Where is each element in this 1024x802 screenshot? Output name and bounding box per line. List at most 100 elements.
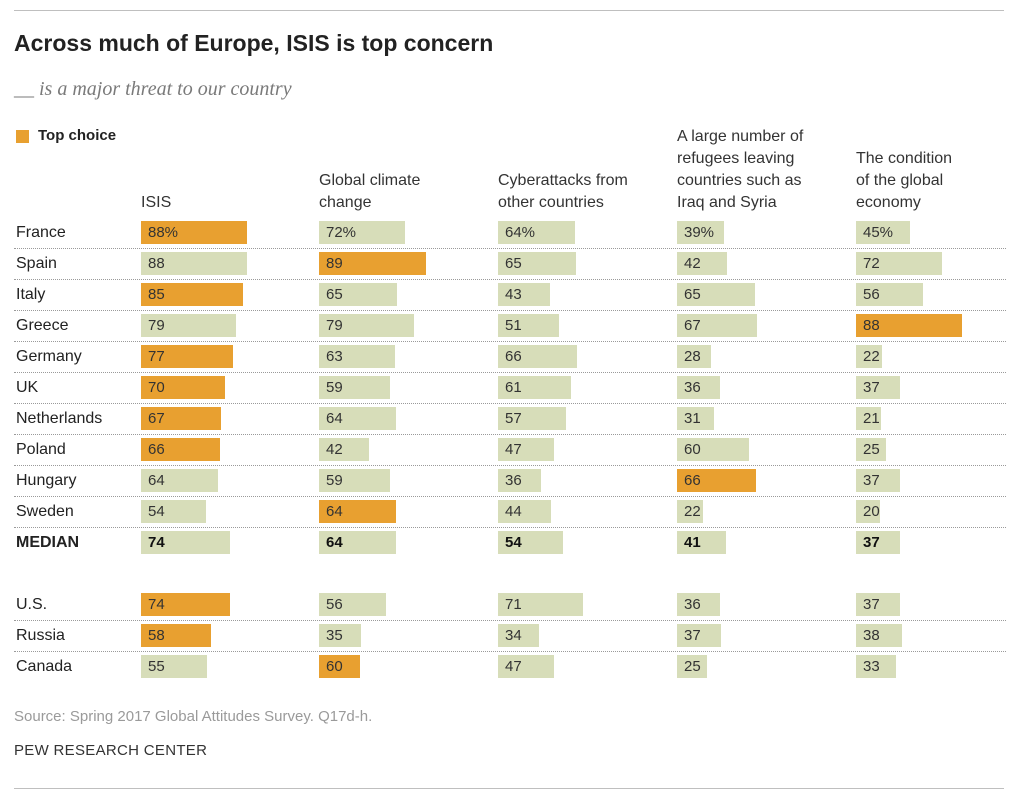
bar bbox=[498, 438, 554, 461]
column-header-line: economy bbox=[856, 194, 921, 211]
organization-name: PEW RESEARCH CENTER bbox=[14, 742, 208, 759]
bar-value-label: 88% bbox=[148, 224, 179, 241]
bar-value-label: 85 bbox=[148, 286, 165, 303]
bar bbox=[677, 252, 727, 275]
row-separator bbox=[14, 465, 1006, 466]
bar-value-label: 36 bbox=[684, 379, 701, 396]
bar-value-label: 89 bbox=[326, 255, 343, 272]
bar-value-label: 21 bbox=[863, 410, 880, 427]
bar bbox=[319, 500, 396, 523]
row-separator bbox=[14, 341, 1006, 342]
bar bbox=[319, 593, 386, 616]
bar bbox=[498, 376, 571, 399]
bar-value-label: 70 bbox=[148, 379, 165, 396]
bar-value-label: 59 bbox=[326, 472, 343, 489]
bar bbox=[498, 221, 575, 244]
column-header: ISIS bbox=[141, 192, 171, 214]
bar bbox=[319, 314, 414, 337]
bar bbox=[141, 407, 221, 430]
bar bbox=[498, 252, 576, 275]
bar bbox=[141, 283, 243, 306]
bar bbox=[856, 345, 882, 368]
row-label: U.S. bbox=[16, 596, 48, 613]
bar-value-label: 64 bbox=[326, 503, 343, 520]
row-separator bbox=[14, 434, 1006, 435]
bar bbox=[141, 469, 218, 492]
row-separator bbox=[14, 248, 1006, 249]
column-header: Global climate change bbox=[319, 170, 420, 214]
bar bbox=[856, 438, 886, 461]
bar bbox=[677, 531, 726, 554]
bar bbox=[498, 345, 577, 368]
row-label: Germany bbox=[16, 348, 82, 365]
bar-value-label: 44 bbox=[505, 503, 522, 520]
bar bbox=[677, 593, 720, 616]
bar bbox=[498, 314, 559, 337]
top-rule bbox=[14, 10, 1004, 11]
bar bbox=[141, 314, 236, 337]
row-separator bbox=[14, 310, 1006, 311]
column-header-line: other countries bbox=[498, 194, 604, 211]
row-separator bbox=[14, 279, 1006, 280]
bar bbox=[141, 531, 230, 554]
bottom-rule bbox=[14, 788, 1004, 789]
bar-value-label: 38 bbox=[863, 627, 880, 644]
bar-value-label: 37 bbox=[863, 472, 880, 489]
bar-value-label: 57 bbox=[505, 410, 522, 427]
bar bbox=[498, 624, 539, 647]
bar bbox=[141, 252, 247, 275]
bar-value-label: 79 bbox=[326, 317, 343, 334]
row-label: MEDIAN bbox=[16, 534, 80, 551]
bar bbox=[677, 376, 720, 399]
source-note: Source: Spring 2017 Global Attitudes Sur… bbox=[14, 708, 373, 725]
legend-label: Top choice bbox=[38, 127, 117, 144]
column-header-line: countries such as bbox=[677, 172, 802, 189]
bar-value-label: 22 bbox=[684, 503, 701, 520]
bar-value-label: 54 bbox=[505, 534, 522, 551]
bar bbox=[856, 376, 900, 399]
row-label: Spain bbox=[16, 255, 57, 272]
row-label: Sweden bbox=[16, 503, 74, 520]
column-header-line: A large number of bbox=[677, 128, 804, 145]
bar bbox=[677, 407, 714, 430]
column-header: The condition of the global economy bbox=[856, 148, 952, 214]
bar bbox=[319, 531, 396, 554]
column-header-line: The condition bbox=[856, 150, 953, 167]
bar bbox=[677, 314, 757, 337]
bar-value-label: 42 bbox=[326, 441, 343, 458]
bar bbox=[141, 376, 225, 399]
bar bbox=[677, 345, 711, 368]
bar-value-label: 88 bbox=[863, 317, 880, 334]
bar bbox=[319, 252, 426, 275]
bar-value-label: 74 bbox=[148, 534, 165, 551]
bar-value-label: 64 bbox=[326, 534, 343, 551]
bar-value-label: 56 bbox=[863, 286, 880, 303]
bar bbox=[141, 221, 247, 244]
bar-value-label: 42 bbox=[684, 255, 701, 272]
bar-value-label: 39% bbox=[684, 224, 715, 241]
bar bbox=[141, 500, 206, 523]
bar bbox=[319, 469, 390, 492]
column-header: Cyberattacks from other countries bbox=[498, 170, 628, 214]
bar-value-label: 43 bbox=[505, 286, 522, 303]
row-separator bbox=[14, 496, 1006, 497]
bar-value-label: 31 bbox=[684, 410, 701, 427]
legend-swatch bbox=[16, 130, 29, 143]
bar-value-label: 37 bbox=[863, 379, 880, 396]
bar-value-label: 20 bbox=[863, 503, 880, 520]
bar bbox=[856, 593, 900, 616]
bar bbox=[498, 407, 566, 430]
bar bbox=[677, 500, 703, 523]
bar bbox=[498, 593, 583, 616]
row-label: UK bbox=[16, 379, 39, 396]
bar-value-label: 34 bbox=[505, 627, 522, 644]
bar bbox=[141, 655, 207, 678]
bar-value-label: 63 bbox=[326, 348, 343, 365]
row-label: Poland bbox=[16, 441, 66, 458]
bar-value-label: 65 bbox=[505, 255, 522, 272]
bar-value-label: 67 bbox=[684, 317, 701, 334]
bar-value-label: 45% bbox=[863, 224, 894, 241]
row-label: France bbox=[16, 224, 66, 241]
row-label: Russia bbox=[16, 627, 65, 644]
